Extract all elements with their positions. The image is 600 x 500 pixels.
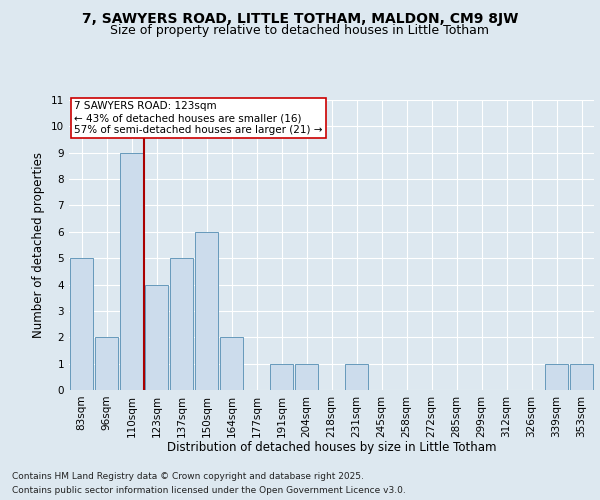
Bar [119,152,143,390]
Bar [269,364,293,390]
Y-axis label: Number of detached properties: Number of detached properties [32,152,46,338]
Bar [95,338,118,390]
Text: 7, SAWYERS ROAD, LITTLE TOTHAM, MALDON, CM9 8JW: 7, SAWYERS ROAD, LITTLE TOTHAM, MALDON, … [82,12,518,26]
Text: Contains public sector information licensed under the Open Government Licence v3: Contains public sector information licen… [12,486,406,495]
Bar [170,258,193,390]
Bar [295,364,319,390]
Text: 7 SAWYERS ROAD: 123sqm
← 43% of detached houses are smaller (16)
57% of semi-det: 7 SAWYERS ROAD: 123sqm ← 43% of detached… [74,102,323,134]
Text: Size of property relative to detached houses in Little Totham: Size of property relative to detached ho… [110,24,490,37]
Bar [344,364,368,390]
Bar [70,258,94,390]
Bar [569,364,593,390]
Bar [220,338,244,390]
Bar [545,364,568,390]
Bar [194,232,218,390]
Text: Contains HM Land Registry data © Crown copyright and database right 2025.: Contains HM Land Registry data © Crown c… [12,472,364,481]
X-axis label: Distribution of detached houses by size in Little Totham: Distribution of detached houses by size … [167,441,496,454]
Bar [145,284,169,390]
